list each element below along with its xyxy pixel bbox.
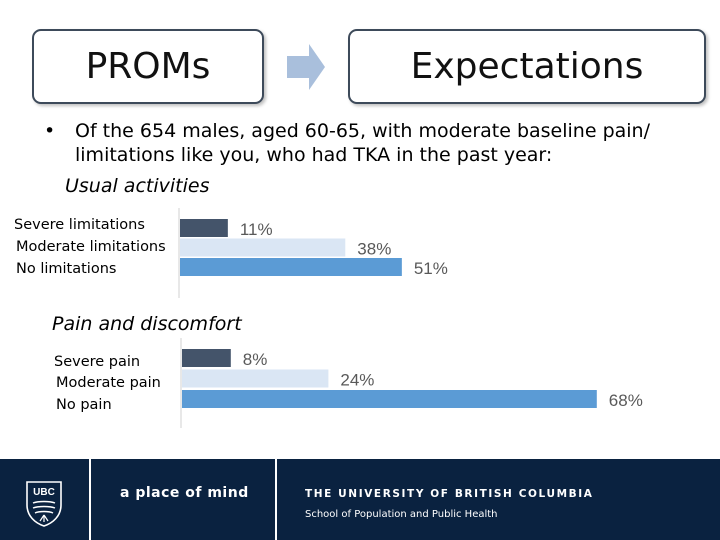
footer-school: School of Population and Public Health [305, 509, 498, 520]
charts-canvas: 11% 38% 51% 8% 24% 68% [178, 208, 643, 428]
chart1-category-none: No limitations [16, 261, 117, 277]
intro-text: Of the 654 males, aged 60-65, with moder… [75, 120, 651, 166]
chart2-value-label-severe: 8% [243, 350, 268, 369]
chart2-title: Pain and discomfort [52, 313, 242, 335]
chart1-bar-none [180, 258, 402, 276]
chart2-bar-severe [182, 349, 231, 367]
footer-bar [0, 459, 720, 540]
footer-divider-1 [89, 459, 91, 540]
footer-divider-2 [275, 459, 277, 540]
ubc-crest-icon: UBC [26, 481, 62, 527]
chart2-value-label-moderate: 24% [340, 371, 374, 390]
chart1-category-severe: Severe limitations [14, 217, 145, 233]
chart2-category-severe: Severe pain [54, 354, 141, 370]
bullet-marker: • [44, 120, 56, 142]
chart-pain-discomfort: 8% 24% 68% [180, 338, 643, 428]
proms-label: PROMs [85, 46, 211, 87]
chart1-title: Usual activities [65, 175, 210, 197]
expectations-label: Expectations [410, 46, 644, 87]
ubc-logo-text: UBC [33, 487, 55, 498]
chart1-value-label-moderate: 38% [357, 240, 391, 259]
proms-box: PROMs [32, 29, 264, 104]
chart1-value-label-severe: 11% [240, 220, 273, 239]
expectations-box: Expectations [348, 29, 706, 104]
chart1-value-label-none: 51% [414, 259, 448, 278]
footer-university: THE UNIVERSITY OF BRITISH COLUMBIA [305, 488, 594, 500]
chart2-bar-moderate [182, 369, 329, 388]
chart2-bar-none [182, 390, 597, 408]
chart2-category-moderate: Moderate pain [56, 375, 161, 391]
chart2-value-label-none: 68% [609, 391, 643, 410]
chart-usual-activities: 11% 38% 51% [178, 208, 448, 298]
chart1-category-moderate: Moderate limitations [16, 239, 166, 255]
chart2-category-none: No pain [56, 397, 112, 413]
right-arrow-icon [287, 44, 325, 90]
chart1-bar-severe [180, 219, 228, 237]
chart1-bar-moderate [180, 238, 346, 257]
footer-tagline: a place of mind [120, 485, 249, 501]
